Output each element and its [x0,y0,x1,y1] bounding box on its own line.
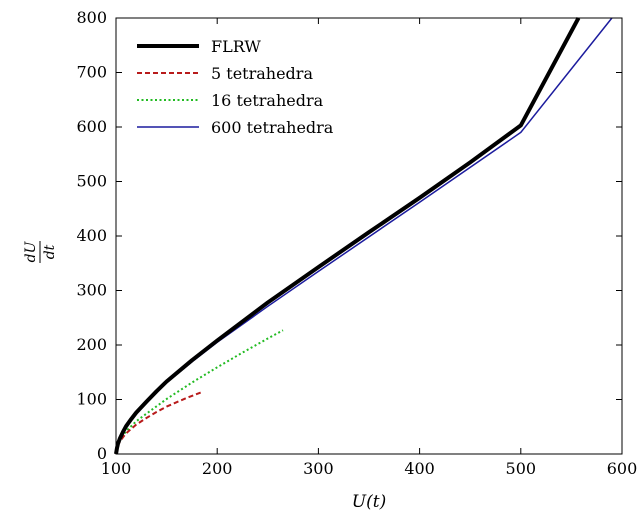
x-tick-label: 300 [303,459,334,478]
legend-label-2: 16 tetrahedra [211,91,324,110]
legend-label-1: 5 tetrahedra [211,64,313,83]
tick-labels: 100 200 300 400 500 6000100200300400500600700… [76,8,637,478]
x-tick-label: 100 [101,459,132,478]
x-tick-label: 200 [202,459,233,478]
y-tick-label: 800 [76,8,107,27]
y-tick-label: 500 [76,172,107,191]
x-tick-label: 400 [404,459,435,478]
y-tick-label: 700 [76,63,107,82]
y-axis-label: dU dt [23,240,58,263]
legend-label-0: FLRW [211,37,261,56]
y-tick-label: 400 [76,226,107,245]
legend: FLRW 5 tetrahedra 16 tetrahedra 600 tetrahe… [137,37,334,137]
y-axis-label-denominator: dt [42,244,58,259]
y-tick-label: 200 [76,335,107,354]
y-tick-label: 0 [97,444,107,463]
y-tick-label: 100 [76,390,107,409]
y-tick-label: 600 [76,117,107,136]
x-tick-label: 600 [607,459,638,478]
series-group [114,17,613,455]
series-line-0 [114,17,581,455]
axis-ticks [115,17,623,455]
legend-label-3: 600 tetrahedra [211,118,334,137]
x-axis-label: U(t) [352,492,386,512]
y-tick-label: 300 [76,281,107,300]
x-tick-label: 500 [506,459,537,478]
y-axis-label-numerator: dU [23,240,39,262]
